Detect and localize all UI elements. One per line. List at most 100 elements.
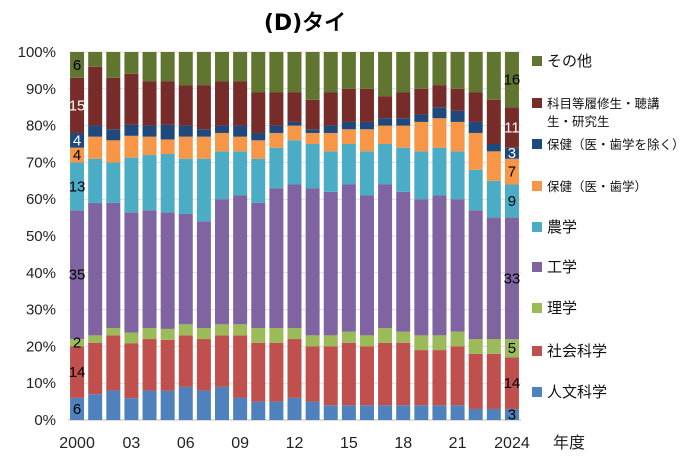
bar-segment (106, 77, 121, 130)
legend-item: 保健（医・歯学） (532, 179, 647, 194)
bars (70, 52, 519, 420)
bar-segment (414, 199, 429, 336)
bar-segment (196, 85, 211, 130)
bar-segment (160, 139, 175, 155)
bar-segment (414, 405, 429, 420)
bar-segment (396, 125, 411, 148)
bar-segment (305, 99, 320, 130)
bar-segment (359, 151, 374, 196)
bar-segment (124, 52, 139, 74)
bar-segment (215, 199, 230, 325)
bar-segment (106, 335, 121, 391)
bar-segment (106, 52, 121, 78)
bar-segment (178, 136, 193, 159)
bar-segment (359, 335, 374, 347)
bar-group-2018 (396, 52, 411, 420)
bar-segment (359, 88, 374, 122)
bar-segment (432, 118, 447, 148)
legend-item: 人文科学 (532, 383, 607, 401)
bar-segment (486, 180, 501, 218)
bar-segment (450, 121, 465, 152)
bar-group-2008 (215, 52, 230, 420)
y-tick-label: 50% (26, 228, 56, 245)
bar-segment (269, 188, 284, 328)
bar-segment (287, 339, 302, 398)
bar-segment (450, 110, 465, 122)
chart-title: (D)タイ (264, 11, 346, 36)
bar-segment (450, 88, 465, 111)
bar-segment (341, 144, 356, 185)
legend-swatch (532, 262, 542, 272)
bar-group-2024 (504, 52, 519, 420)
legend-label: 保健（医・歯学を除く） (547, 137, 685, 152)
x-tick-label: 21 (449, 435, 467, 452)
bar-segment (305, 144, 320, 189)
bar-segment (378, 342, 393, 406)
bar-segment (215, 125, 230, 133)
bar-segment (396, 405, 411, 420)
bar-segment (124, 212, 139, 333)
bar-segment (486, 353, 501, 409)
legend-label: 保健（医・歯学） (547, 179, 647, 194)
legend: その他科目等履修生・聴講生・研究生科目等履修生・聴講生・研究生保健（医・歯学を除… (532, 52, 685, 401)
bar-segment (196, 221, 211, 328)
bar-segment (323, 151, 338, 192)
y-tick-label: 10% (26, 375, 56, 392)
bar-segment (215, 386, 230, 420)
bar-group-2013 (305, 52, 320, 420)
bar-segment (468, 353, 483, 409)
y-tick-label: 0% (34, 412, 56, 429)
bar-segment (178, 335, 193, 387)
bar-segment (468, 132, 483, 170)
bar-segment (196, 158, 211, 222)
bar-segment (142, 81, 157, 126)
bar-segment (432, 335, 447, 351)
bar-segment (450, 199, 465, 332)
bar-segment (432, 405, 447, 420)
bar-segment (88, 342, 103, 395)
bar-segment (70, 210, 85, 340)
bar-segment (142, 390, 157, 420)
bar-segment (178, 386, 193, 420)
bar-segment (142, 328, 157, 340)
x-tick-label: 18 (394, 435, 412, 452)
bar-segment (323, 125, 338, 133)
x-tick-label: 2024 (494, 435, 530, 452)
legend-swatch (532, 346, 542, 356)
x-tick-label: 06 (177, 435, 195, 452)
data-label: 5 (508, 340, 516, 357)
bar-segment (160, 212, 175, 329)
bar-segment (251, 342, 266, 402)
bar-segment (414, 88, 429, 115)
bar-segment (106, 202, 121, 328)
bar-segment (468, 210, 483, 340)
bar-segment (178, 85, 193, 126)
bar-segment (341, 184, 356, 332)
bar-segment (124, 124, 139, 136)
bar-segment (341, 121, 356, 130)
bar-segment (504, 408, 519, 420)
bar-segment (378, 52, 393, 97)
bar-segment (215, 324, 230, 336)
bar-segment (504, 158, 519, 185)
x-tick-label: 03 (123, 435, 141, 452)
data-label: 16 (504, 72, 521, 89)
bar-group-2003 (124, 52, 139, 420)
data-label: 7 (508, 164, 516, 181)
bar-segment (341, 405, 356, 420)
bar-group-2020 (432, 52, 447, 420)
bar-segment (323, 335, 338, 347)
bar-segment (124, 157, 139, 213)
x-tick-label: 2000 (59, 435, 95, 452)
bar-segment (432, 85, 447, 108)
bar-segment (396, 342, 411, 406)
bar-segment (378, 405, 393, 420)
bar-segment (341, 52, 356, 89)
bar-segment (215, 52, 230, 82)
bar-segment (432, 147, 447, 196)
bar-segment (323, 92, 338, 126)
bar-segment (378, 184, 393, 328)
y-tick-label: 80% (26, 118, 56, 135)
bar-segment (160, 154, 175, 213)
bar-segment (160, 124, 175, 140)
